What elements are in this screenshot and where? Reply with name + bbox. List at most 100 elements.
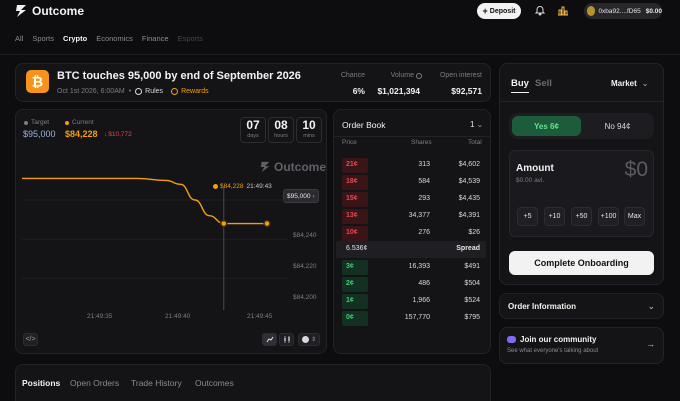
market-title: BTC touches 95,000 by end of September 2… bbox=[57, 70, 301, 82]
tab-positions[interactable]: Positions bbox=[22, 378, 61, 388]
bid-price-highlight bbox=[342, 311, 368, 326]
amount-increment-button[interactable]: +100 bbox=[598, 207, 619, 226]
market-subline: Oct 1st 2026, 6:00AM • Rules Rewards bbox=[57, 88, 209, 95]
wallet-address: 0xba92....fD65 bbox=[598, 7, 641, 15]
tab-outcomes[interactable]: Outcomes bbox=[195, 378, 234, 388]
ask-price: 21¢ bbox=[346, 161, 358, 168]
chevron-down-icon: ⌄ bbox=[647, 300, 655, 311]
target-value: $95,000 bbox=[23, 129, 56, 139]
ask-total: $4,539 bbox=[458, 178, 480, 185]
join-community-card[interactable]: Join our community See what everyone's t… bbox=[499, 327, 664, 364]
community-title: Join our community bbox=[520, 335, 597, 344]
countdown-hours: 08 hours bbox=[268, 117, 294, 143]
ask-price-highlight bbox=[342, 192, 368, 207]
ask-shares: 293 bbox=[418, 195, 430, 202]
amount-increment-button[interactable]: +5 bbox=[517, 207, 538, 226]
current-label: Current bbox=[72, 119, 94, 126]
order-information-toggle[interactable]: Order Information ⌄ bbox=[499, 293, 664, 319]
current-dot-icon bbox=[65, 120, 69, 125]
tab-open-orders[interactable]: Open Orders bbox=[70, 378, 120, 388]
tab-sell[interactable]: Sell bbox=[535, 78, 552, 89]
ask-price-highlight bbox=[342, 158, 368, 173]
ask-total: $4,602 bbox=[458, 161, 480, 168]
rewards-link[interactable]: Rewards bbox=[171, 88, 209, 95]
ask-row[interactable]: 21¢ 313 $4,602 bbox=[336, 157, 486, 174]
amount-increment-button[interactable]: +50 bbox=[571, 207, 592, 226]
category-tab-finance[interactable]: Finance bbox=[141, 34, 169, 43]
countdown-days-value: 07 bbox=[246, 118, 260, 132]
countdown-mins: 10 mins bbox=[296, 117, 322, 143]
x-tick-label: 21:49:45 bbox=[247, 313, 273, 320]
bid-row[interactable]: 1¢ 1,966 $524 bbox=[336, 293, 486, 310]
svg-text:₿: ₿ bbox=[32, 75, 43, 90]
brand-logo[interactable]: Outcome bbox=[15, 4, 84, 18]
amount-increment-button[interactable]: +10 bbox=[544, 207, 565, 226]
open-interest-label: Open interest bbox=[439, 72, 482, 79]
ask-price-highlight bbox=[342, 175, 368, 190]
spread-row: 6.536¢ Spread bbox=[336, 241, 486, 258]
bitcoin-icon: ₿ bbox=[26, 70, 49, 93]
bid-shares: 157,770 bbox=[404, 314, 430, 321]
ask-price: 15¢ bbox=[346, 195, 358, 202]
deposit-button[interactable]: + Deposit bbox=[477, 3, 521, 19]
spread-label: Spread bbox=[456, 245, 480, 252]
marker-time: 21:49:43 bbox=[246, 183, 272, 190]
bid-row[interactable]: 3¢ 16,393 $491 bbox=[336, 259, 486, 276]
ask-shares: 276 bbox=[418, 229, 430, 236]
marker-dot-icon bbox=[213, 184, 218, 189]
embed-code-icon[interactable]: </> bbox=[23, 333, 38, 346]
line-chart-icon[interactable] bbox=[262, 333, 277, 346]
arrow-right-icon: → bbox=[646, 339, 655, 349]
chance-label: Chance bbox=[340, 72, 365, 79]
target-dot-icon bbox=[24, 120, 28, 125]
countdown-mins-unit: mins bbox=[303, 133, 315, 139]
ask-price-highlight bbox=[342, 226, 368, 241]
discord-icon bbox=[507, 336, 516, 343]
wallet-button[interactable]: 0xba92....fD65 $0.00 bbox=[584, 3, 662, 19]
bid-shares: 1,966 bbox=[412, 297, 430, 304]
no-button[interactable]: No 94¢ bbox=[583, 116, 652, 136]
category-tab-sports[interactable]: Sports bbox=[32, 34, 55, 43]
chevron-icon: ‹ bbox=[312, 192, 315, 200]
positions-card bbox=[15, 364, 491, 401]
no-label: No 94¢ bbox=[604, 121, 631, 131]
price-series-line bbox=[22, 177, 268, 225]
amount-value[interactable]: $0 bbox=[624, 158, 648, 181]
target-axis-badge: $95,000 ‹ bbox=[283, 189, 319, 203]
y-tick-label: $84,200 bbox=[293, 294, 317, 301]
order-book-qty-select[interactable]: 1 ⌄ bbox=[470, 120, 483, 129]
rules-label: Rules bbox=[145, 88, 164, 95]
ask-price: 13¢ bbox=[346, 212, 358, 219]
leaderboard-icon[interactable] bbox=[557, 5, 569, 18]
price-delta: ↓ $10,772 bbox=[104, 131, 132, 138]
complete-onboarding-button[interactable]: Complete Onboarding bbox=[509, 251, 654, 275]
candlestick-chart-icon[interactable] bbox=[279, 333, 294, 346]
price-delta-value: $10,772 bbox=[108, 131, 132, 138]
volume-label-wrap: Volume bbox=[370, 72, 422, 79]
ask-row[interactable]: 10¢ 276 $26 bbox=[336, 225, 486, 242]
order-type-select[interactable]: Market ⌄ bbox=[611, 79, 649, 88]
tab-trade-history[interactable]: Trade History bbox=[131, 378, 182, 388]
countdown-hours-value: 08 bbox=[274, 118, 288, 132]
amount-increment-button[interactable]: Max bbox=[624, 207, 645, 226]
bid-row[interactable]: 0¢ 157,770 $795 bbox=[336, 310, 486, 327]
ask-row[interactable]: 18¢ 584 $4,539 bbox=[336, 174, 486, 191]
current-value: $84,228 bbox=[65, 129, 98, 139]
tab-buy[interactable]: Buy bbox=[511, 78, 529, 93]
ob-col-price: Price bbox=[342, 139, 357, 146]
ask-row[interactable]: 15¢ 293 $4,435 bbox=[336, 191, 486, 208]
yes-button[interactable]: Yes 6¢ bbox=[512, 116, 581, 136]
bid-shares: 486 bbox=[418, 280, 430, 287]
category-tab-all[interactable]: All bbox=[15, 34, 24, 43]
category-tab-crypto[interactable]: Crypto bbox=[63, 34, 88, 43]
category-tab-economics[interactable]: Economics bbox=[96, 34, 133, 43]
arrow-down-icon: ↓ bbox=[104, 131, 108, 138]
currency-toggle-icon[interactable]: ⇕ bbox=[298, 333, 320, 346]
notifications-bell-icon[interactable] bbox=[534, 5, 546, 18]
wallet-avatar bbox=[587, 6, 596, 16]
ask-row[interactable]: 13¢ 34,377 $4,391 bbox=[336, 208, 486, 225]
chevron-down-icon: ⌄ bbox=[641, 79, 649, 88]
rules-link[interactable]: Rules bbox=[135, 88, 163, 95]
outcome-logo-icon bbox=[16, 5, 26, 17]
bid-row[interactable]: 2¢ 486 $504 bbox=[336, 276, 486, 293]
